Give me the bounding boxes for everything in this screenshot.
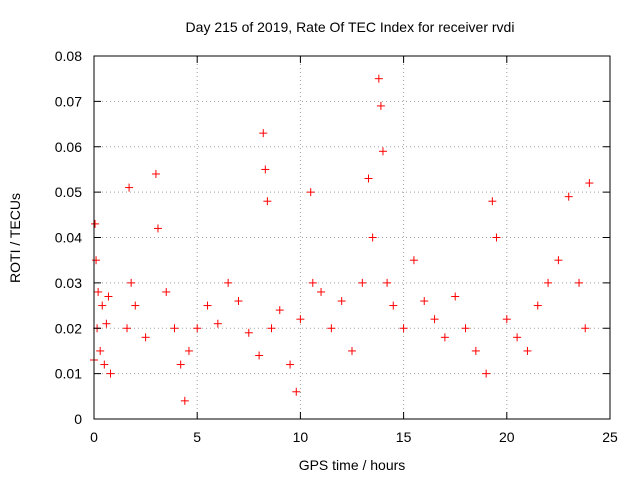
data-point <box>368 233 377 242</box>
grid-lines <box>94 56 610 419</box>
data-point <box>378 147 387 156</box>
y-tick-label: 0.04 <box>55 230 82 246</box>
data-point <box>234 297 243 306</box>
y-tick-label: 0.07 <box>55 93 82 109</box>
data-point <box>98 301 107 310</box>
x-tick-label: 20 <box>499 429 515 445</box>
data-point <box>203 301 212 310</box>
data-point <box>131 301 140 310</box>
data-point <box>575 278 584 287</box>
data-point <box>348 346 356 355</box>
data-point <box>96 346 105 355</box>
data-point <box>123 324 132 333</box>
data-point <box>151 169 160 178</box>
data-point <box>482 369 491 378</box>
data-point <box>440 333 449 342</box>
data-points <box>90 74 594 405</box>
data-point <box>180 396 189 405</box>
data-point <box>306 188 315 197</box>
data-point <box>502 315 511 324</box>
data-point <box>376 101 385 110</box>
y-tick-label: 0.06 <box>55 139 82 155</box>
y-axis-title: ROTI / TECUs <box>7 193 23 283</box>
y-tick-label: 0 <box>74 411 82 427</box>
data-point <box>430 315 439 324</box>
data-point <box>261 165 270 174</box>
data-point <box>162 287 171 296</box>
x-tick-label: 10 <box>293 429 309 445</box>
data-point <box>263 197 272 206</box>
data-point <box>383 278 392 287</box>
data-point <box>513 333 522 342</box>
y-tick-label: 0.03 <box>55 275 82 291</box>
data-point <box>420 297 429 306</box>
data-point <box>364 174 373 183</box>
data-point <box>94 287 103 296</box>
data-point <box>296 315 305 324</box>
data-point <box>358 278 367 287</box>
data-point <box>488 197 497 206</box>
data-point <box>224 278 233 287</box>
x-tick-label: 5 <box>193 429 201 445</box>
data-point <box>125 183 134 192</box>
data-point <box>308 278 317 287</box>
data-point <box>91 219 100 228</box>
data-point <box>193 324 202 333</box>
data-point <box>554 256 563 265</box>
data-point <box>471 346 480 355</box>
data-point <box>141 333 150 342</box>
x-tick-label: 15 <box>396 429 412 445</box>
data-point <box>104 292 113 301</box>
plot-frame <box>93 55 611 420</box>
data-point <box>102 319 111 328</box>
data-point <box>106 369 115 378</box>
x-tick-label: 0 <box>90 429 98 445</box>
data-point <box>523 346 532 355</box>
data-point <box>259 129 268 138</box>
data-point <box>581 324 590 333</box>
data-point <box>170 324 179 333</box>
data-point <box>255 351 264 360</box>
data-point <box>374 74 383 83</box>
data-point <box>244 328 253 337</box>
data-point <box>153 224 162 233</box>
data-point <box>389 301 398 310</box>
y-tick-label: 0.05 <box>55 184 82 200</box>
data-point <box>564 192 573 201</box>
data-point <box>451 292 460 301</box>
data-point <box>92 256 101 265</box>
data-point <box>337 297 346 306</box>
data-point <box>327 324 336 333</box>
x-tick-labels: 0 5 10 15 20 25 <box>90 429 618 445</box>
data-point <box>127 278 136 287</box>
data-point <box>213 319 222 328</box>
x-tick-label: 25 <box>602 429 618 445</box>
data-point <box>267 324 276 333</box>
data-point <box>409 256 418 265</box>
data-point <box>585 179 594 188</box>
y-tick-label: 0.02 <box>55 320 82 336</box>
data-point <box>492 233 501 242</box>
data-point <box>399 324 408 333</box>
data-point <box>100 360 109 369</box>
y-tick-labels: 0 0.01 0.02 0.03 0.04 0.05 0.06 0.07 0.08 <box>55 48 82 427</box>
data-point <box>286 360 295 369</box>
y-tick-label: 0.08 <box>55 48 82 64</box>
data-point <box>317 287 326 296</box>
data-point <box>461 324 470 333</box>
data-point <box>184 346 193 355</box>
x-axis-title: GPS time / hours <box>299 457 406 473</box>
data-point <box>275 306 284 315</box>
data-point <box>544 278 553 287</box>
y-tick-label: 0.01 <box>55 366 82 382</box>
data-point <box>176 360 185 369</box>
chart-title: Day 215 of 2019, Rate Of TEC Index for r… <box>186 19 515 35</box>
data-point <box>292 387 301 396</box>
data-point <box>533 301 542 310</box>
